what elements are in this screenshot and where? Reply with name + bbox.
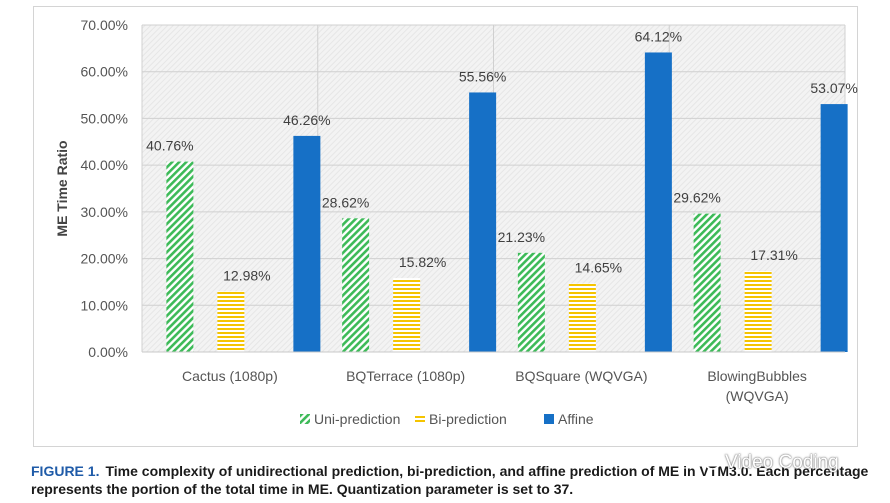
y-tick-label: 50.00% bbox=[81, 110, 128, 126]
figure-caption: FIGURE 1. Time complexity of unidirection… bbox=[31, 462, 871, 498]
bar-bi-prediction bbox=[568, 283, 596, 352]
bar-affine bbox=[469, 92, 497, 352]
bar-uni-prediction bbox=[342, 218, 370, 352]
legend-label: Uni-prediction bbox=[314, 411, 400, 427]
chart: 40.76% 12.98% 46.26% 28.62% 15.82% 55.56% 21.2… bbox=[54, 17, 858, 427]
x-tick-label: BlowingBubbles bbox=[707, 368, 807, 384]
data-label: 12.98% bbox=[223, 267, 270, 283]
bar-bi-prediction bbox=[744, 271, 772, 352]
figure-label: FIGURE 1. bbox=[31, 463, 100, 479]
data-label: 15.82% bbox=[399, 254, 446, 270]
x-tick-label: (WQVGA) bbox=[726, 388, 789, 404]
legend-swatch bbox=[415, 414, 425, 424]
bar-affine bbox=[820, 104, 848, 353]
bar-affine bbox=[293, 135, 321, 352]
x-tick-label: Cactus (1080p) bbox=[182, 368, 278, 384]
legend-swatch bbox=[544, 414, 554, 424]
y-tick-label: 60.00% bbox=[81, 64, 128, 80]
data-label: 40.76% bbox=[146, 138, 193, 154]
data-label: 53.07% bbox=[810, 80, 857, 96]
y-tick-label: 40.00% bbox=[81, 157, 128, 173]
figure-caption-text: Time complexity of unidirectional predic… bbox=[31, 463, 869, 497]
bar-uni-prediction bbox=[517, 252, 545, 352]
y-tick-label: 20.00% bbox=[81, 251, 128, 267]
y-tick-label: 10.00% bbox=[81, 297, 128, 313]
legend-swatch bbox=[300, 414, 310, 424]
y-axis-title: ME Time Ratio bbox=[54, 140, 70, 236]
watermark-text: Video Coding bbox=[725, 452, 839, 473]
bar-bi-prediction bbox=[217, 291, 245, 352]
x-tick-label: BQSquare (WQVGA) bbox=[515, 368, 647, 384]
data-label: 64.12% bbox=[635, 28, 682, 44]
bar-uni-prediction bbox=[166, 161, 194, 352]
legend-label: Bi-prediction bbox=[429, 411, 507, 427]
data-label: 55.56% bbox=[459, 68, 506, 84]
data-label: 28.62% bbox=[322, 194, 369, 210]
bar-bi-prediction bbox=[393, 278, 421, 352]
x-tick-label: BQTerrace (1080p) bbox=[346, 368, 465, 384]
data-label: 29.62% bbox=[673, 190, 720, 206]
data-label: 21.23% bbox=[498, 229, 545, 245]
data-label: 46.26% bbox=[283, 112, 330, 128]
data-label: 14.65% bbox=[575, 260, 622, 276]
y-tick-label: 70.00% bbox=[81, 17, 128, 33]
wechat-icon bbox=[698, 453, 720, 470]
bar-uni-prediction bbox=[693, 213, 721, 352]
y-tick-label: 0.00% bbox=[88, 344, 128, 360]
watermark: Video Coding bbox=[698, 452, 839, 474]
bar-affine bbox=[644, 52, 672, 353]
y-tick-label: 30.00% bbox=[81, 204, 128, 220]
legend-label: Affine bbox=[558, 411, 594, 427]
data-label: 17.31% bbox=[750, 247, 797, 263]
